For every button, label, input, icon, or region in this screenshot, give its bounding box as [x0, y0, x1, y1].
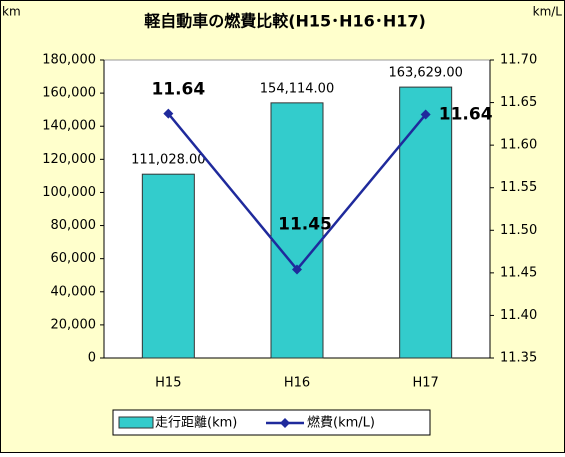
- legend-marker: [280, 418, 290, 428]
- bar: [399, 86, 453, 359]
- x-tick-label: H17: [413, 376, 439, 391]
- y-tick-label: 180,000: [42, 53, 96, 68]
- y-tick-label: 20,000: [51, 317, 97, 332]
- y2-tick-label: 11.55: [500, 180, 537, 195]
- y2-tick-label: 11.70: [500, 53, 537, 68]
- x-tick-label: H15: [155, 376, 181, 391]
- y-tick-label: 160,000: [42, 86, 96, 101]
- y-tick-label: 60,000: [51, 251, 97, 266]
- bar: [270, 102, 324, 359]
- y-tick-label: 140,000: [42, 119, 96, 134]
- y2-axis-label: km/L: [533, 5, 563, 19]
- y-tick-label: 100,000: [42, 185, 96, 200]
- line-marker: [420, 109, 431, 120]
- bar-value-label: 154,114.00: [260, 81, 334, 96]
- y-tick-label: 80,000: [51, 218, 97, 233]
- line-marker: [292, 264, 302, 275]
- legend-label: 走行距離(km): [155, 416, 237, 431]
- line-value-label: 11.64: [439, 104, 493, 124]
- legend-swatch: [118, 416, 154, 429]
- bar-value-label: 163,629.00: [388, 66, 462, 81]
- line-value-label: 11.64: [151, 80, 205, 100]
- y2-tick-label: 11.60: [500, 138, 537, 153]
- bar-value-label: 111,028.00: [131, 153, 205, 168]
- y2-tick-label: 11.45: [500, 265, 537, 280]
- line-marker: [163, 108, 174, 119]
- line-value-label: 11.45: [278, 214, 332, 234]
- bar: [141, 173, 195, 359]
- y2-tick-label: 11.50: [500, 223, 537, 238]
- y-axis-label: km: [2, 5, 21, 19]
- legend-label: 燃費(km/L): [307, 415, 375, 431]
- y-tick-label: 120,000: [42, 152, 96, 167]
- x-tick-label: H16: [284, 376, 310, 391]
- chart-title: 軽自動車の燃費比較(H15･H16･H17): [144, 12, 426, 31]
- y-tick-label: 0: [88, 351, 96, 366]
- y-tick-label: 40,000: [51, 284, 97, 299]
- y2-tick-label: 11.35: [500, 351, 537, 366]
- y2-tick-label: 11.65: [500, 95, 537, 110]
- y2-tick-label: 11.40: [500, 308, 537, 323]
